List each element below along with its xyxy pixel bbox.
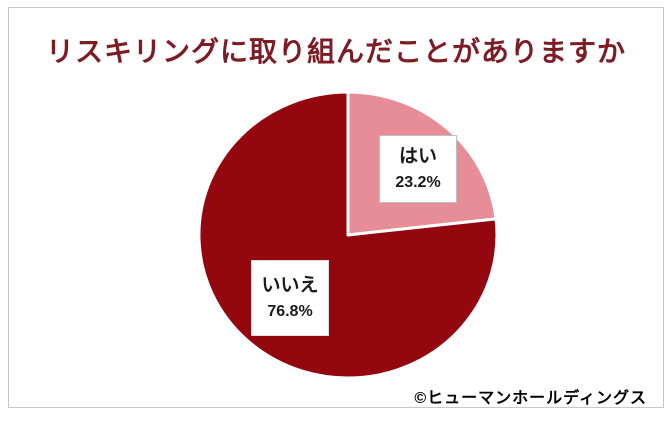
data-label-no: いいえ 76.8% (251, 260, 329, 336)
pie-chart (197, 90, 499, 380)
data-label-yes-text: はい (398, 145, 437, 167)
data-label-yes-value: 23.2% (395, 174, 441, 192)
chart-title: リスキリングに取り組んだことがありますか (45, 36, 626, 67)
data-label-no-value: 76.8% (267, 303, 313, 321)
data-label-no-text: いいえ (261, 274, 319, 296)
copyright-credit: ©ヒューマンホールディングス (414, 390, 647, 407)
data-label-yes: はい 23.2% (379, 135, 457, 203)
chart-frame: リスキリングに取り組んだことがありますか はい 23.2% いいえ 76.8% … (8, 7, 664, 408)
